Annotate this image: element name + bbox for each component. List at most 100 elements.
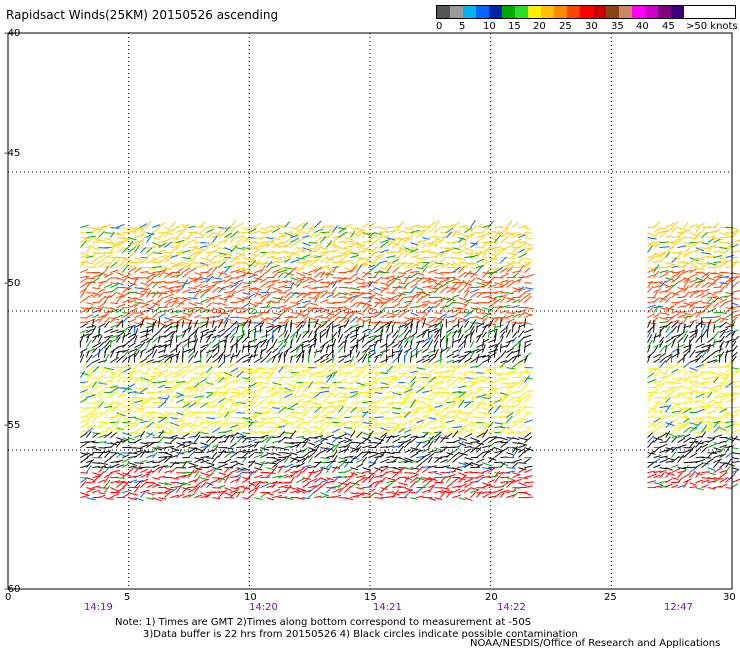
wind-barb (464, 379, 472, 384)
wind-barb (452, 262, 462, 267)
wind-barb (653, 357, 661, 364)
wind-barb (470, 316, 479, 319)
wind-barb (677, 385, 685, 389)
wind-barb (350, 426, 357, 433)
wind-barb (218, 361, 225, 368)
wind-barb (713, 229, 721, 234)
wind-barb (254, 252, 261, 258)
wind-barb (368, 404, 378, 409)
wind-barb (476, 282, 486, 286)
wind-barb (320, 322, 327, 328)
wind-barb (713, 477, 723, 480)
wind-barb (476, 250, 483, 258)
wind-barb (80, 453, 88, 459)
wind-barb (326, 477, 334, 481)
wind-barb (410, 247, 418, 249)
wind-barb (368, 337, 376, 344)
wind-barb (164, 241, 172, 248)
wind-barb (440, 414, 448, 423)
wind-barb (230, 257, 238, 264)
wind-barb (242, 237, 251, 244)
wind-barb (92, 485, 101, 489)
wind-barb (428, 362, 436, 368)
wind-barb (368, 423, 378, 429)
wind-barb (319, 466, 326, 473)
wind-barb (104, 334, 114, 339)
wind-barb (344, 237, 354, 241)
wind-barb (422, 402, 432, 407)
wind-barb (284, 382, 293, 386)
wind-barb (434, 302, 441, 308)
wind-barb (164, 267, 173, 270)
wind-barb (176, 427, 183, 433)
wind-barb (152, 299, 160, 308)
wind-barb (410, 248, 419, 254)
wind-barb (259, 321, 265, 328)
wind-barb (374, 440, 383, 448)
wind-barb (290, 312, 298, 314)
wind-barb (506, 397, 514, 404)
wind-barb (80, 277, 88, 284)
wind-barb (182, 473, 191, 479)
wind-barb (128, 299, 137, 304)
wind-barb (653, 270, 660, 278)
wind-barb (277, 354, 282, 363)
wind-barb (482, 467, 492, 470)
wind-barb (707, 307, 717, 314)
wind-barb (392, 485, 402, 489)
wind-barb (224, 492, 232, 496)
wind-barb (134, 313, 144, 319)
wind-barb (410, 352, 419, 359)
wind-barb (104, 262, 112, 265)
wind-barb (719, 321, 727, 328)
wind-barb (380, 377, 389, 380)
wind-barb (296, 467, 305, 474)
wind-barb (80, 348, 88, 354)
wind-barb (725, 412, 735, 417)
wind-barb (719, 393, 728, 399)
wind-barb (122, 275, 129, 283)
wind-barb (134, 407, 144, 410)
wind-barb (338, 403, 346, 409)
wind-barb (373, 269, 381, 278)
wind-barb (713, 246, 723, 249)
wind-barb (152, 482, 161, 487)
wind-barb (158, 475, 166, 479)
wind-barb (344, 297, 352, 300)
wind-barb (470, 394, 481, 399)
wind-barb (410, 242, 418, 246)
wind-barb (500, 310, 508, 314)
wind-barb (86, 328, 94, 334)
wind-barb (104, 328, 114, 334)
wind-barb (713, 318, 721, 324)
wind-barb (122, 299, 131, 304)
wind-barb (164, 359, 171, 368)
wind-barb (338, 308, 347, 314)
wind-barb (475, 353, 480, 363)
wind-barb (230, 391, 240, 394)
wind-barb (404, 281, 410, 288)
wind-barb (398, 220, 405, 228)
wind-barb (229, 290, 237, 298)
wind-barb (140, 337, 149, 344)
wind-barb (176, 452, 184, 455)
wind-barb (260, 437, 269, 444)
wind-barb (175, 354, 179, 363)
wind-barb (182, 262, 190, 265)
wind-barb (506, 292, 514, 295)
wind-barb (653, 252, 661, 256)
wind-barb (374, 261, 382, 268)
wind-barb (200, 432, 209, 435)
wind-barb (344, 251, 352, 258)
wind-barb (344, 296, 352, 303)
wind-barb (701, 288, 710, 294)
wind-barb (326, 371, 335, 379)
wind-barb (469, 219, 476, 228)
wind-barb (121, 333, 126, 343)
wind-barb (506, 297, 514, 304)
wind-barb (500, 228, 508, 234)
wind-barb (350, 254, 359, 259)
wind-barb (683, 269, 692, 274)
wind-barb (379, 349, 385, 358)
wind-barb (440, 476, 447, 483)
